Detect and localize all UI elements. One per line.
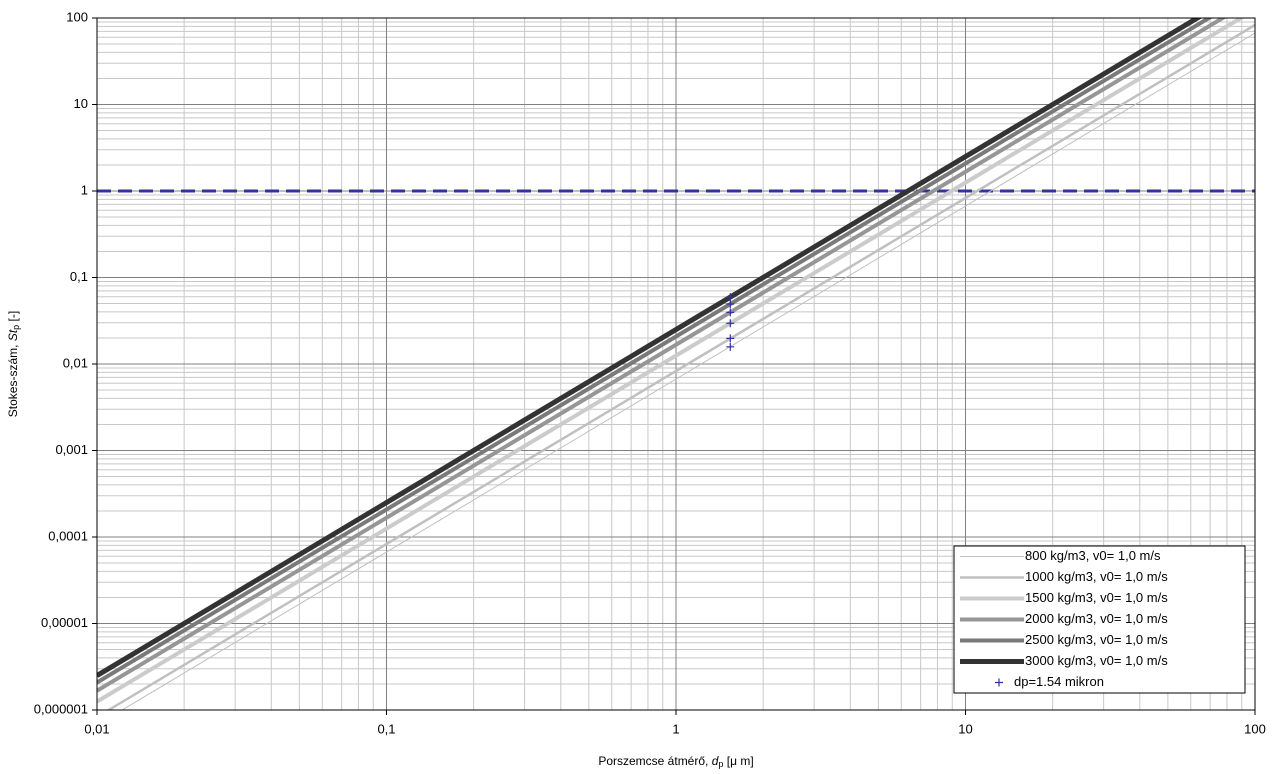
series-line: [97, 18, 1227, 693]
marker: [726, 334, 735, 343]
series-line: [97, 18, 1245, 704]
legend-label: 1500 kg/m3, v0= 1,0 m/s: [1025, 590, 1168, 605]
y-tick-label: 100: [66, 9, 88, 24]
lines: [97, 18, 1255, 710]
x-tick-label: 0,01: [84, 721, 109, 736]
y-tick-label: 1: [81, 182, 88, 197]
series-line: [106, 23, 1255, 710]
y-tick-label: 0,001: [55, 442, 88, 457]
marker: [726, 342, 735, 351]
series-line: [121, 32, 1255, 710]
series-line: [97, 18, 1203, 678]
y-tick-label: 0,00001: [41, 615, 88, 630]
y-tick-label: 0,1: [70, 269, 88, 284]
marker: [726, 319, 735, 328]
y-tick-label: 0,000001: [34, 701, 88, 716]
marker: [726, 308, 735, 317]
legend-label: 1000 kg/m3, v0= 1,0 m/s: [1025, 569, 1168, 584]
x-tick-label: 100: [1244, 721, 1266, 736]
legend-label: 2000 kg/m3, v0= 1,0 m/s: [1025, 611, 1168, 626]
series-line: [97, 18, 1213, 685]
legend-label: 2500 kg/m3, v0= 1,0 m/s: [1025, 632, 1168, 647]
legend-label: 3000 kg/m3, v0= 1,0 m/s: [1025, 653, 1168, 668]
ticks: 0,01 0,1 1 10 100 0,000001 0,00001 0,0001 0,001 0…: [34, 9, 1266, 736]
x-axis-label: Porszemcse átmérő, dp [μ m]: [598, 754, 753, 769]
y-tick-label: 0,0001: [48, 528, 88, 543]
x-tick-label: 10: [958, 721, 972, 736]
legend-label: dp=1.54 mikron: [1014, 674, 1104, 689]
legend: 800 kg/m3, v0= 1,0 m/s 1000 kg/m3, v0= 1,…: [953, 545, 1246, 694]
y-tick-label: 0,01: [63, 355, 88, 370]
legend-label: 800 kg/m3, v0= 1,0 m/s: [1025, 548, 1161, 563]
marker: [726, 299, 735, 308]
x-tick-label: 0,1: [377, 721, 395, 736]
marker: [726, 293, 735, 302]
legend-marker: [995, 678, 1003, 687]
y-tick-label: 10: [74, 96, 88, 111]
y-axis-label: Stokes-szám, Stp [-]: [6, 311, 21, 417]
x-tick-label: 1: [672, 721, 679, 736]
